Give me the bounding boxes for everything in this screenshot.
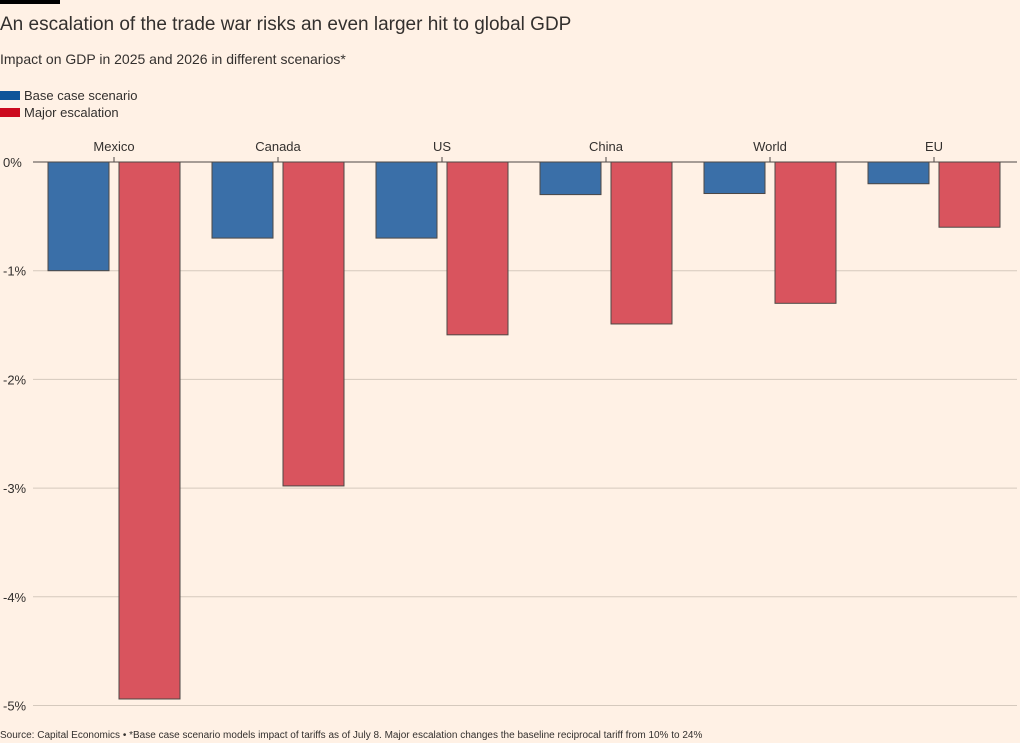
x-tick-label: EU [925,139,943,154]
bar-major-escalation-china [610,161,673,325]
x-tick-label: Canada [255,139,301,154]
bar-base-case-world [703,161,766,195]
chart-legend: Base case scenario Major escalation [0,87,137,121]
bar-base-case-canada [211,161,274,239]
chart-title: An escalation of the trade war risks an … [0,14,572,35]
x-tick-label: China [589,139,624,154]
legend-label-major-escalation: Major escalation [24,105,119,120]
legend-item-major-escalation: Major escalation [0,104,137,121]
bar-base-case-china [539,161,602,196]
legend-label-base-case: Base case scenario [24,88,138,103]
x-tick-label: US [433,139,451,154]
bar-major-escalation-us [446,161,509,336]
y-tick-label: -4% [3,590,27,605]
bar-major-escalation-canada [282,161,345,487]
bar-major-escalation-world [774,161,837,304]
brand-bar [0,0,60,4]
x-tick-label: Mexico [93,139,134,154]
x-tick-label: World [753,139,787,154]
chart-footer: Source: Capital Economics • *Base case s… [0,730,703,741]
bar-base-case-mexico [47,161,110,272]
legend-swatch-base-case [0,91,20,100]
y-tick-label: -2% [3,372,27,387]
chart-subtitle: Impact on GDP in 2025 and 2026 in differ… [0,51,346,67]
y-tick-label: -3% [3,481,27,496]
bar-major-escalation-eu [938,161,1001,228]
y-tick-label: 0% [3,155,22,170]
bar-major-escalation-mexico [118,161,181,700]
y-tick-label: -1% [3,264,27,279]
legend-item-base-case: Base case scenario [0,87,137,104]
bar-chart: 0% -1% -2% -3% -4% -5% Mexico Canada US China Worl… [3,139,1017,714]
bar-base-case-us [375,161,438,239]
legend-swatch-major-escalation [0,108,20,117]
bar-base-case-eu [867,161,930,185]
y-tick-label: -5% [3,699,27,714]
